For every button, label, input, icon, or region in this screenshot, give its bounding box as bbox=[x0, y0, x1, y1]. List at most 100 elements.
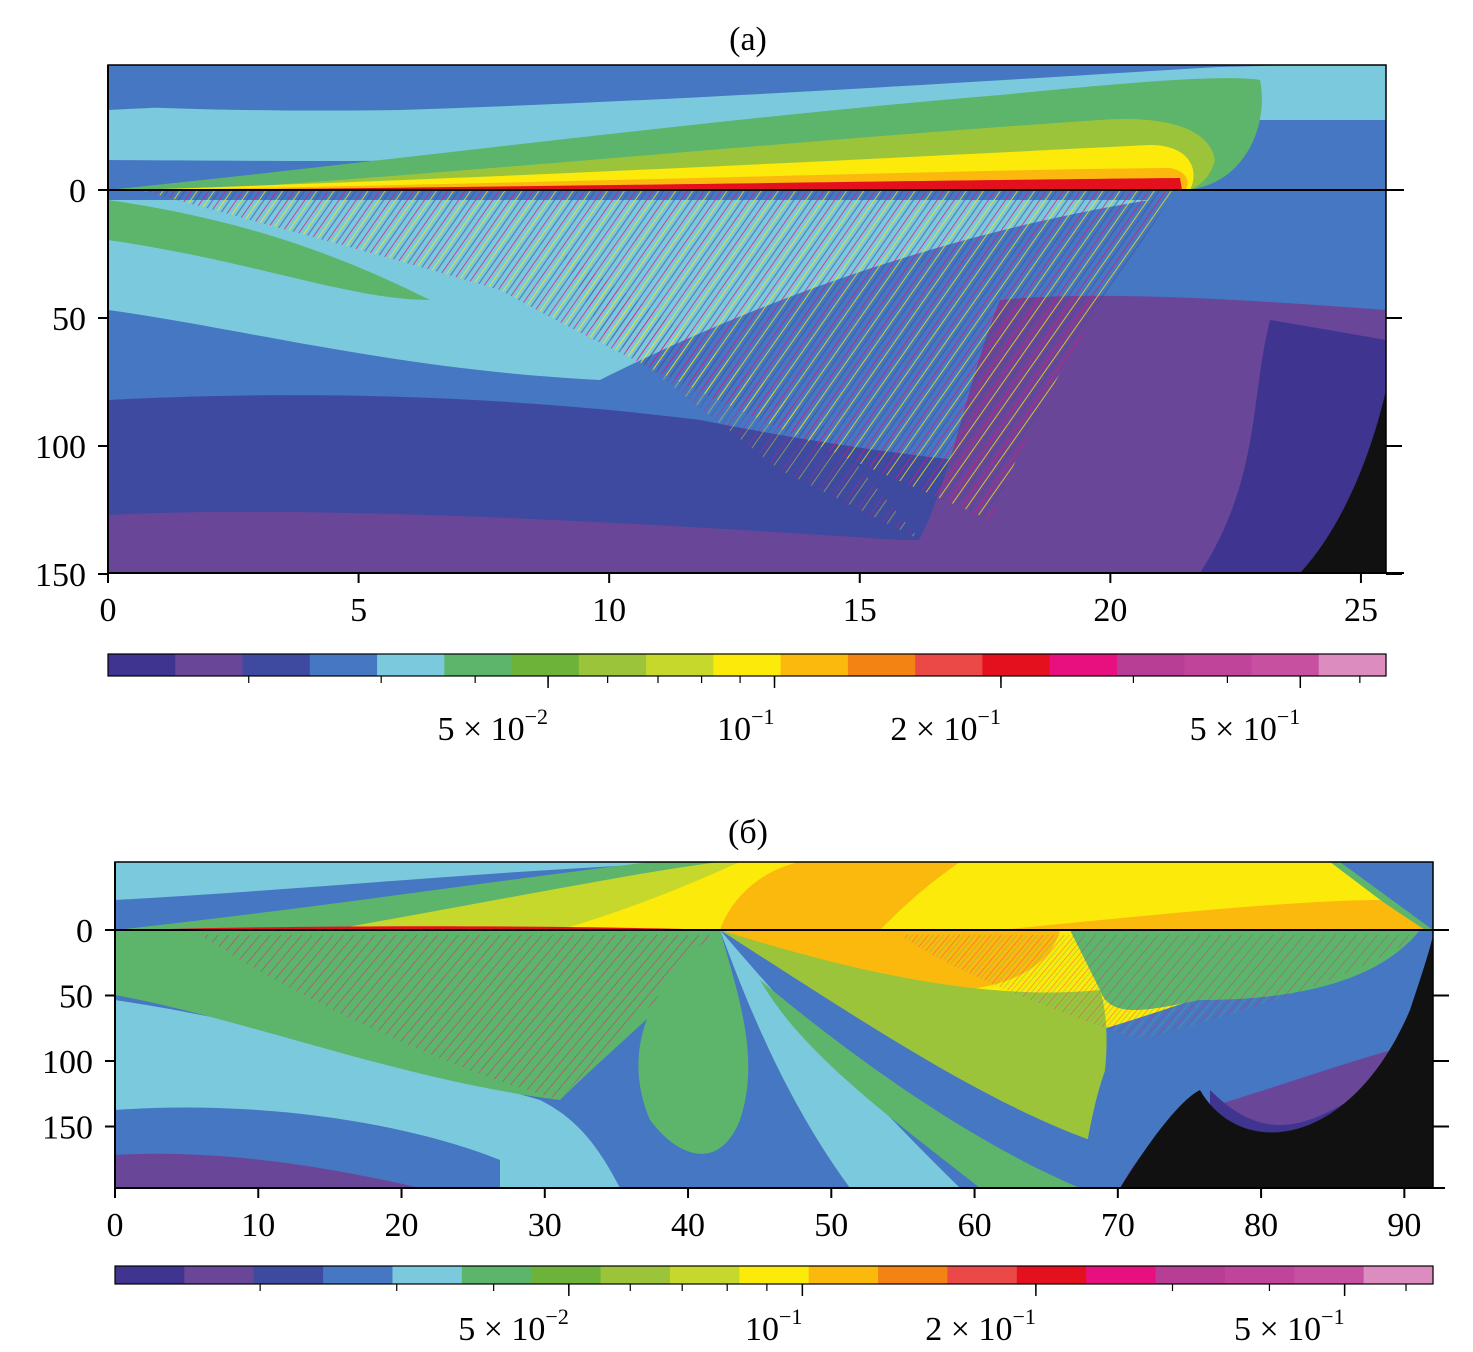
panel-b-colorbar-swatch bbox=[392, 1266, 463, 1284]
panel-a-colorbar-frame bbox=[107, 653, 1387, 677]
panel-b-colorbar-swatch bbox=[878, 1266, 949, 1284]
panel-b-x-tick-label: 40 bbox=[671, 1207, 705, 1244]
panel-a-colorbar-swatch bbox=[1184, 654, 1253, 676]
panel-b-x-tick-label: 20 bbox=[385, 1207, 419, 1244]
field-b-wake-left bbox=[200, 935, 720, 1100]
panel-a-colorbar-swatch bbox=[982, 654, 1051, 676]
panel-b-colorbar-swatch bbox=[947, 1266, 1018, 1284]
panel-a-colorbar: 5 × 10−2 10−1 2 × 10−1 5 × 10−1 bbox=[107, 653, 1387, 748]
panel-b-colorbar-swatch bbox=[323, 1266, 394, 1284]
panel-a: (а) 0 5 10 15 20 25 0 50 100 150 bbox=[35, 21, 1404, 748]
field-band-blue-top bbox=[108, 65, 1250, 111]
panel-a-colorbar-swatch bbox=[915, 654, 984, 676]
panel-b-colorbar-swatch bbox=[669, 1266, 740, 1284]
panel-b-colorbar-tick-label: 2 × 10−1 bbox=[925, 1304, 1036, 1348]
panel-b-y-tick-label: 100 bbox=[42, 1044, 93, 1081]
panel-b-colorbar-swatch bbox=[253, 1266, 324, 1284]
panel-b-colorbar-tick-label: 5 × 10−2 bbox=[458, 1304, 569, 1348]
panel-b: (б) bbox=[42, 814, 1449, 1348]
panel-a-colorbar-swatch bbox=[511, 654, 580, 676]
panel-a-title: (а) bbox=[729, 21, 767, 58]
panel-a-x-tick-label: 5 bbox=[350, 592, 367, 629]
panel-b-colorbar: 5 × 10−2 10−1 2 × 10−1 5 × 10−1 bbox=[114, 1265, 1434, 1348]
panel-b-colorbar-swatch bbox=[808, 1266, 879, 1284]
field-band-black-corner bbox=[1300, 390, 1386, 573]
panel-a-y-axis: 0 50 100 150 bbox=[35, 65, 1402, 594]
panel-b-colorbar-frame bbox=[114, 1265, 1434, 1285]
field-band-red-plume bbox=[180, 178, 1182, 190]
panel-b-x-tick-label: 90 bbox=[1387, 1207, 1421, 1244]
field-band-green-lower bbox=[108, 200, 430, 300]
field-b-light-top bbox=[115, 862, 700, 900]
field-b-wake-right bbox=[900, 935, 1420, 1040]
panel-a-x-axis: 0 5 10 15 20 25 bbox=[100, 572, 1404, 629]
panel-b-x-tick-label: 10 bbox=[241, 1207, 275, 1244]
panel-a-y-tick-label: 50 bbox=[52, 301, 86, 338]
panel-b-x-tick-label: 50 bbox=[814, 1207, 848, 1244]
panel-a-field bbox=[108, 65, 1386, 573]
panel-b-y-axis: 0 50 100 150 bbox=[42, 862, 1449, 1188]
panel-a-x-tick-label: 20 bbox=[1093, 592, 1127, 629]
panel-a-colorbar-swatch bbox=[377, 654, 445, 676]
field-b-green-lower-lobe bbox=[720, 930, 1107, 1140]
panel-b-colorbar-swatch bbox=[1155, 1266, 1226, 1284]
panel-a-colorbar-tick-label: 10−1 bbox=[717, 704, 774, 748]
panel-b-colorbar-tick-label: 5 × 10−1 bbox=[1234, 1304, 1345, 1348]
panel-b-x-axis: 0 10 20 30 40 50 60 70 80 90 bbox=[107, 1187, 1445, 1244]
panel-b-x-tick-label: 70 bbox=[1101, 1207, 1135, 1244]
panel-b-colorbar-swatch bbox=[739, 1266, 810, 1284]
panel-a-x-tick-label: 0 bbox=[100, 592, 117, 629]
panel-a-colorbar-tick-label: 5 × 10−2 bbox=[437, 704, 548, 748]
panel-a-colorbar-swatch bbox=[1049, 654, 1118, 676]
panel-a-colorbar-tick-label: 5 × 10−1 bbox=[1190, 704, 1301, 748]
panel-b-colorbar-swatch bbox=[1294, 1266, 1365, 1284]
panel-b-colorbar-swatch bbox=[1016, 1266, 1087, 1284]
panel-a-colorbar-swatch bbox=[646, 654, 714, 676]
panel-b-colorbar-swatch bbox=[461, 1266, 532, 1284]
panel-b-colorbar-swatch bbox=[1224, 1266, 1295, 1284]
panel-b-y-tick-label: 50 bbox=[59, 979, 93, 1016]
panel-b-colorbar-tick-label: 10−1 bbox=[745, 1304, 802, 1348]
panel-b-x-tick-label: 30 bbox=[528, 1207, 562, 1244]
panel-b-x-tick-label: 80 bbox=[1244, 1207, 1278, 1244]
panel-a-colorbar-swatch bbox=[1318, 654, 1387, 676]
panel-b-colorbar-swatch bbox=[115, 1266, 185, 1284]
panel-a-colorbar-swatch bbox=[175, 654, 244, 676]
panel-a-colorbar-tick-label: 2 × 10−1 bbox=[890, 704, 1001, 748]
panel-a-x-tick-label: 10 bbox=[592, 592, 626, 629]
field-b-orange-right bbox=[1000, 900, 1425, 930]
panel-b-x-tick-label: 0 bbox=[107, 1207, 124, 1244]
field-b-green-lobe bbox=[638, 930, 749, 1154]
panel-b-x-tick-label: 60 bbox=[958, 1207, 992, 1244]
panel-a-colorbar-swatch bbox=[780, 654, 849, 676]
panel-a-colorbar-swatch bbox=[309, 654, 378, 676]
panel-a-colorbar-swatch bbox=[847, 654, 916, 676]
panel-b-colorbar-swatch bbox=[531, 1266, 602, 1284]
panel-a-x-tick-label: 25 bbox=[1344, 592, 1378, 629]
panel-b-field bbox=[115, 862, 1433, 1188]
field-b-black-corner bbox=[1120, 935, 1433, 1188]
panel-b-colorbar-swatch bbox=[1086, 1266, 1157, 1284]
panel-b-colorbar-swatch bbox=[184, 1266, 255, 1284]
panel-b-title: (б) bbox=[728, 814, 768, 851]
panel-a-y-tick-label: 0 bbox=[69, 173, 86, 210]
panel-a-colorbar-swatch bbox=[242, 654, 311, 676]
panel-b-y-tick-label: 150 bbox=[42, 1110, 93, 1147]
panel-a-x-tick-label: 15 bbox=[843, 592, 877, 629]
panel-a-colorbar-swatch bbox=[1116, 654, 1185, 676]
panel-a-colorbar-swatch bbox=[578, 654, 647, 676]
field-b-orange-top bbox=[720, 862, 960, 930]
panel-b-colorbar-swatch bbox=[600, 1266, 671, 1284]
panel-b-y-tick-label: 0 bbox=[76, 913, 93, 950]
panel-a-colorbar-swatch bbox=[108, 654, 176, 676]
field-wake-sparse bbox=[560, 250, 920, 540]
panel-a-y-tick-label: 150 bbox=[35, 557, 86, 594]
panel-a-colorbar-swatch bbox=[444, 654, 513, 676]
field-band-indigo-right bbox=[1200, 320, 1386, 573]
panel-a-colorbar-swatch bbox=[1251, 654, 1320, 676]
field-b-lightblue-lobe bbox=[720, 930, 960, 1188]
panel-b-colorbar-swatch bbox=[1363, 1266, 1434, 1284]
panel-a-y-tick-label: 100 bbox=[35, 429, 86, 466]
field-b-violet-bottom-left bbox=[115, 1153, 420, 1188]
